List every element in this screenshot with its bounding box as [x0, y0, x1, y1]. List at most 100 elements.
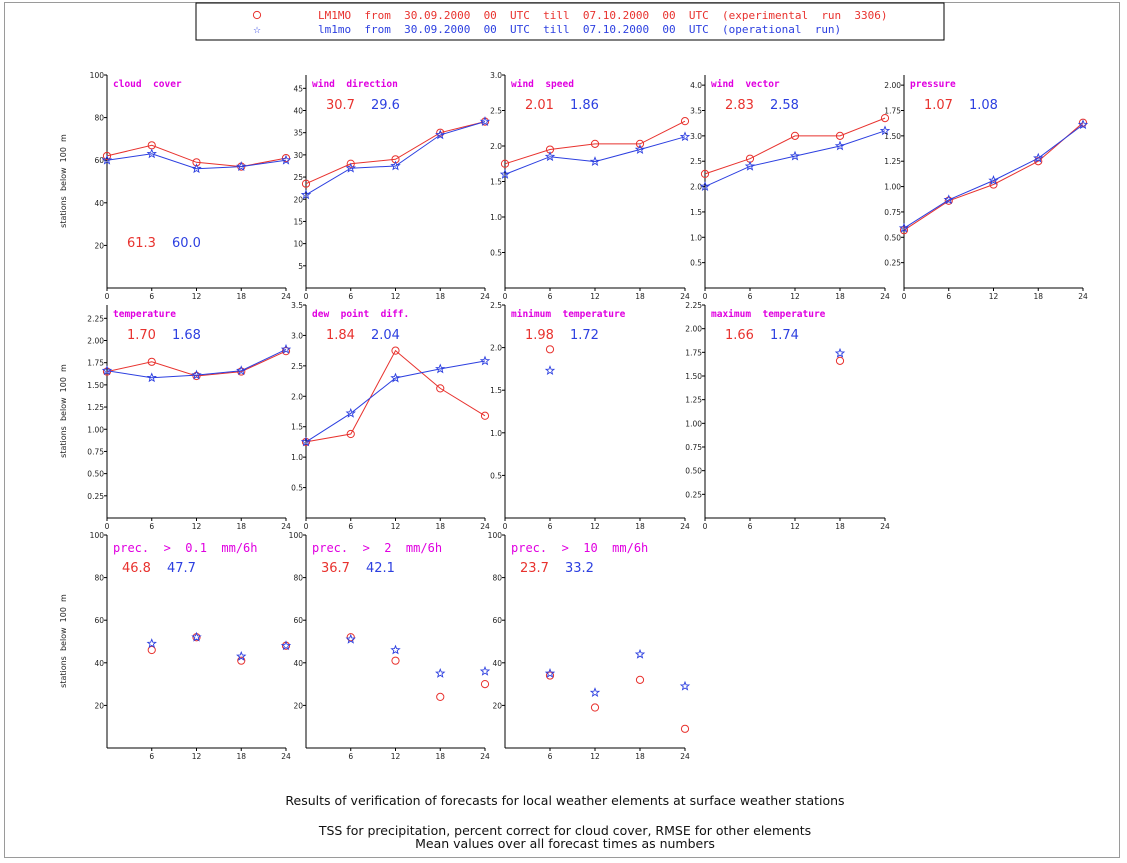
- x-tick-label: 0: [105, 522, 110, 531]
- mean-op: 29.6: [371, 98, 400, 113]
- y-tick-label: 35: [293, 129, 303, 138]
- y-tick-label: 3.5: [291, 301, 303, 310]
- panel-wvec: 0.5 1.0 1.5 2.0 2.5 3.0 3.5 4.0 0 6 12 18 24 wind vec…: [690, 75, 891, 301]
- data-point-op: [191, 369, 202, 380]
- legend-box: [195, 2, 945, 41]
- y-tick-label: 45: [293, 84, 303, 93]
- legend-star-marker: ☆: [253, 26, 261, 36]
- mean-op: 1.08: [969, 98, 998, 113]
- y-tick-label: 20: [94, 701, 104, 710]
- data-point-exp: [700, 169, 710, 178]
- y-tick-label: 30: [293, 151, 303, 160]
- data-point-exp: [899, 226, 909, 235]
- data-point-op: [589, 156, 601, 167]
- data-point-op: [236, 650, 247, 661]
- data-point-exp: [590, 139, 600, 148]
- panel-tmax: 0.25 0.50 0.75 1.00 1.25 1.50 1.75 2.00 2.25 0 6 12…: [685, 301, 890, 531]
- mean-exp: 1.66: [725, 328, 754, 343]
- y-tick-label: 0.25: [87, 492, 104, 501]
- y-tick-label: 1.75: [87, 359, 104, 368]
- y-tick-label: 2.0: [490, 142, 502, 151]
- series-line-op: [305, 121, 486, 196]
- panel-pr01: 20 40 60 80 100 6 12 18 24 prec. > 0.1 mm/6h 46.8 4…: [90, 531, 292, 761]
- panel-dewp: 0.5 1.0 1.5 2.0 2.5 3.0 3.5 0 6 12 18 24 dew point d…: [291, 301, 491, 531]
- data-point-op: [834, 140, 846, 151]
- y-tick-label: 1.25: [685, 396, 702, 405]
- panel-title: dew point diff.: [312, 309, 409, 320]
- data-point-exp: [102, 151, 112, 161]
- y-tick-label: 60: [492, 616, 502, 625]
- data-point-exp: [635, 139, 645, 148]
- x-tick-label: 0: [902, 292, 907, 301]
- panel-pres: 0.25 0.50 0.75 1.00 1.25 1.50 1.75 2.00 0 6 12 18 24…: [884, 75, 1089, 301]
- x-tick-label: 24: [1078, 292, 1088, 301]
- y-tick-label: 0.75: [87, 447, 104, 456]
- data-point-op: [699, 181, 711, 191]
- x-tick-label: 6: [748, 522, 753, 531]
- y-tick-label: 2.5: [490, 107, 502, 116]
- x-tick-label: 18: [635, 292, 645, 301]
- data-point-op: [345, 407, 356, 418]
- data-point-op: [390, 160, 401, 171]
- mean-op: 1.86: [570, 98, 599, 113]
- y-tick-label: 40: [293, 107, 303, 116]
- x-tick-label: 18: [236, 522, 246, 531]
- data-point-op: [988, 175, 999, 185]
- y-tick-label: 40: [492, 659, 502, 668]
- x-tick-label: 18: [435, 522, 445, 531]
- y-tick-label: 3.0: [490, 71, 502, 80]
- x-tick-label: 6: [748, 292, 753, 301]
- y-axis-title: stations below 100 m: [59, 364, 68, 458]
- data-point-exp: [635, 675, 645, 684]
- y-tick-label: 100: [289, 531, 304, 540]
- data-point-op: [300, 189, 312, 200]
- mean-exp: 36.7: [321, 561, 350, 576]
- y-tick-label: 1.5: [291, 423, 303, 432]
- y-tick-label: 25: [293, 173, 303, 182]
- x-tick-label: 12: [989, 292, 999, 301]
- y-tick-label: 1.50: [685, 372, 702, 381]
- data-point-exp: [480, 680, 490, 689]
- panel-cloud: 20 40 60 80 100 0 6 12 18 24 cloud cover 61.3 60.0: [90, 71, 292, 301]
- legend-circle-marker: [252, 10, 262, 20]
- data-point-op: [280, 640, 292, 651]
- series-line-op: [504, 136, 686, 175]
- mean-exp: 1.70: [127, 328, 156, 343]
- y-tick-label: 3.5: [690, 107, 702, 116]
- x-tick-label: 24: [880, 522, 890, 531]
- x-tick-label: 12: [192, 292, 202, 301]
- data-point-exp: [346, 159, 355, 168]
- x-tick-label: 6: [946, 292, 951, 301]
- data-point-exp: [590, 703, 600, 712]
- mean-exp: 1.98: [525, 328, 554, 343]
- x-tick-label: 6: [149, 522, 154, 531]
- y-tick-label: 0.5: [490, 471, 502, 480]
- y-axis-title: stations below 100 m: [59, 134, 68, 228]
- x-tick-label: 24: [281, 752, 291, 761]
- data-point-op: [544, 668, 556, 678]
- x-tick-label: 18: [236, 752, 246, 761]
- series-line-op: [903, 124, 1084, 229]
- data-point-exp: [391, 656, 400, 665]
- panel-title: minimum temperature: [511, 309, 626, 320]
- y-tick-label: 0.5: [291, 484, 303, 493]
- x-tick-label: 24: [680, 752, 690, 761]
- y-tick-label: 1.00: [685, 419, 702, 428]
- panel-title: prec. > 0.1 mm/6h: [113, 541, 258, 555]
- data-point-exp: [835, 356, 845, 365]
- data-point-op: [280, 343, 292, 354]
- y-tick-label: 1.0: [291, 453, 303, 462]
- x-tick-label: 18: [1033, 292, 1043, 301]
- data-point-exp: [545, 671, 555, 680]
- y-tick-label: 1.25: [87, 403, 104, 412]
- y-tick-label: 1.0: [490, 429, 502, 438]
- data-point-op: [679, 680, 691, 691]
- mean-exp: 1.07: [924, 98, 953, 113]
- x-tick-label: 0: [703, 522, 708, 531]
- x-tick-label: 24: [680, 522, 690, 531]
- series-line-exp: [704, 117, 886, 175]
- y-tick-label: 1.00: [884, 183, 901, 192]
- data-point-exp: [301, 179, 311, 188]
- data-point-op: [789, 150, 801, 161]
